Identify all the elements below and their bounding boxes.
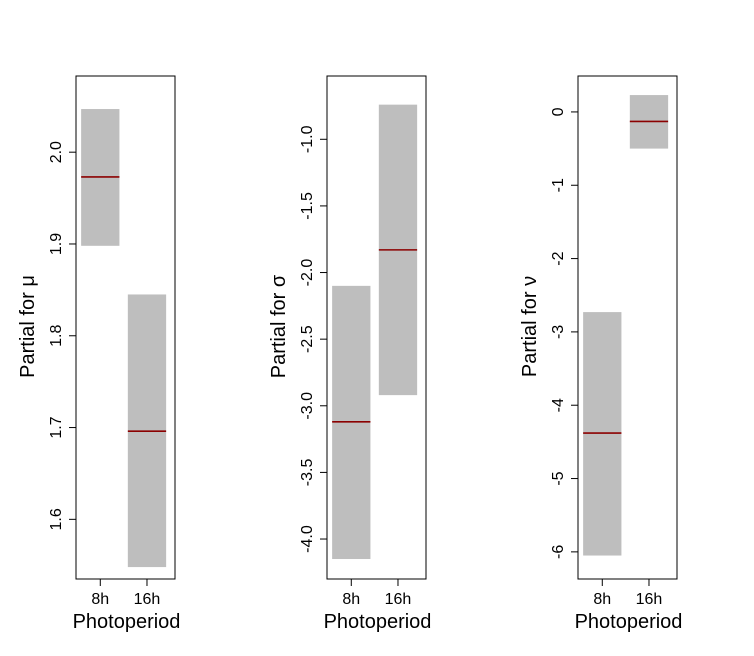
y-tick-label: -6 [550, 545, 567, 559]
y-tick-label: 2.0 [48, 141, 65, 163]
panel-mu: 1.6 1.7 1.8 1.9 2.0 8h 16h Photoperiod Partial f… [17, 75, 181, 633]
plot-frame [577, 75, 678, 580]
y-axis-title: Partial for σ [268, 274, 290, 378]
x-axis-title: Photoperiod [575, 611, 683, 633]
y-axis-title: Partial for μ [17, 275, 39, 378]
x-tick-label-8h: 8h [342, 591, 360, 608]
x-axis-title: Photoperiod [324, 611, 432, 633]
x-tick-label-8h: 8h [593, 591, 611, 608]
y-tick-label: -3 [550, 325, 567, 339]
y-tick-label: -4.0 [299, 525, 316, 553]
plot-frame [326, 75, 427, 580]
y-tick-label: -2 [550, 251, 567, 265]
plot-frame [75, 75, 176, 580]
x-axis-title: Photoperiod [73, 611, 181, 633]
y-tick-label: -4 [550, 398, 567, 412]
y-tick-label: 1.8 [48, 325, 65, 347]
y-tick-label: 1.9 [48, 233, 65, 255]
y-tick-label: -3.5 [299, 459, 316, 487]
y-tick-label: -5 [550, 471, 567, 485]
x-tick-label-16h: 16h [385, 591, 412, 608]
panel-nu: -6 -5 -4 -3 -2 -1 0 8h 16h Photoperiod Partial for… [519, 75, 683, 633]
y-tick-label: 1.7 [48, 416, 65, 438]
x-tick-label-16h: 16h [134, 591, 161, 608]
y-tick-label: -1.5 [299, 192, 316, 220]
y-tick-label: -1 [550, 178, 567, 192]
x-tick-label-8h: 8h [91, 591, 109, 608]
y-tick-label: 0 [550, 107, 567, 116]
y-tick-label: -1.0 [299, 125, 316, 153]
y-tick-label: -3.0 [299, 392, 316, 420]
y-tick-label: 1.6 [48, 508, 65, 530]
y-tick-label: -2.0 [299, 259, 316, 287]
y-tick-label: -2.5 [299, 325, 316, 353]
x-tick-label-16h: 16h [636, 591, 663, 608]
panel-sigma: -4.0 -3.5 -3.0 -2.5 -2.0 -1.5 -1.0 8h 16h Photope… [268, 75, 432, 633]
y-axis-title: Partial for ν [519, 276, 541, 377]
